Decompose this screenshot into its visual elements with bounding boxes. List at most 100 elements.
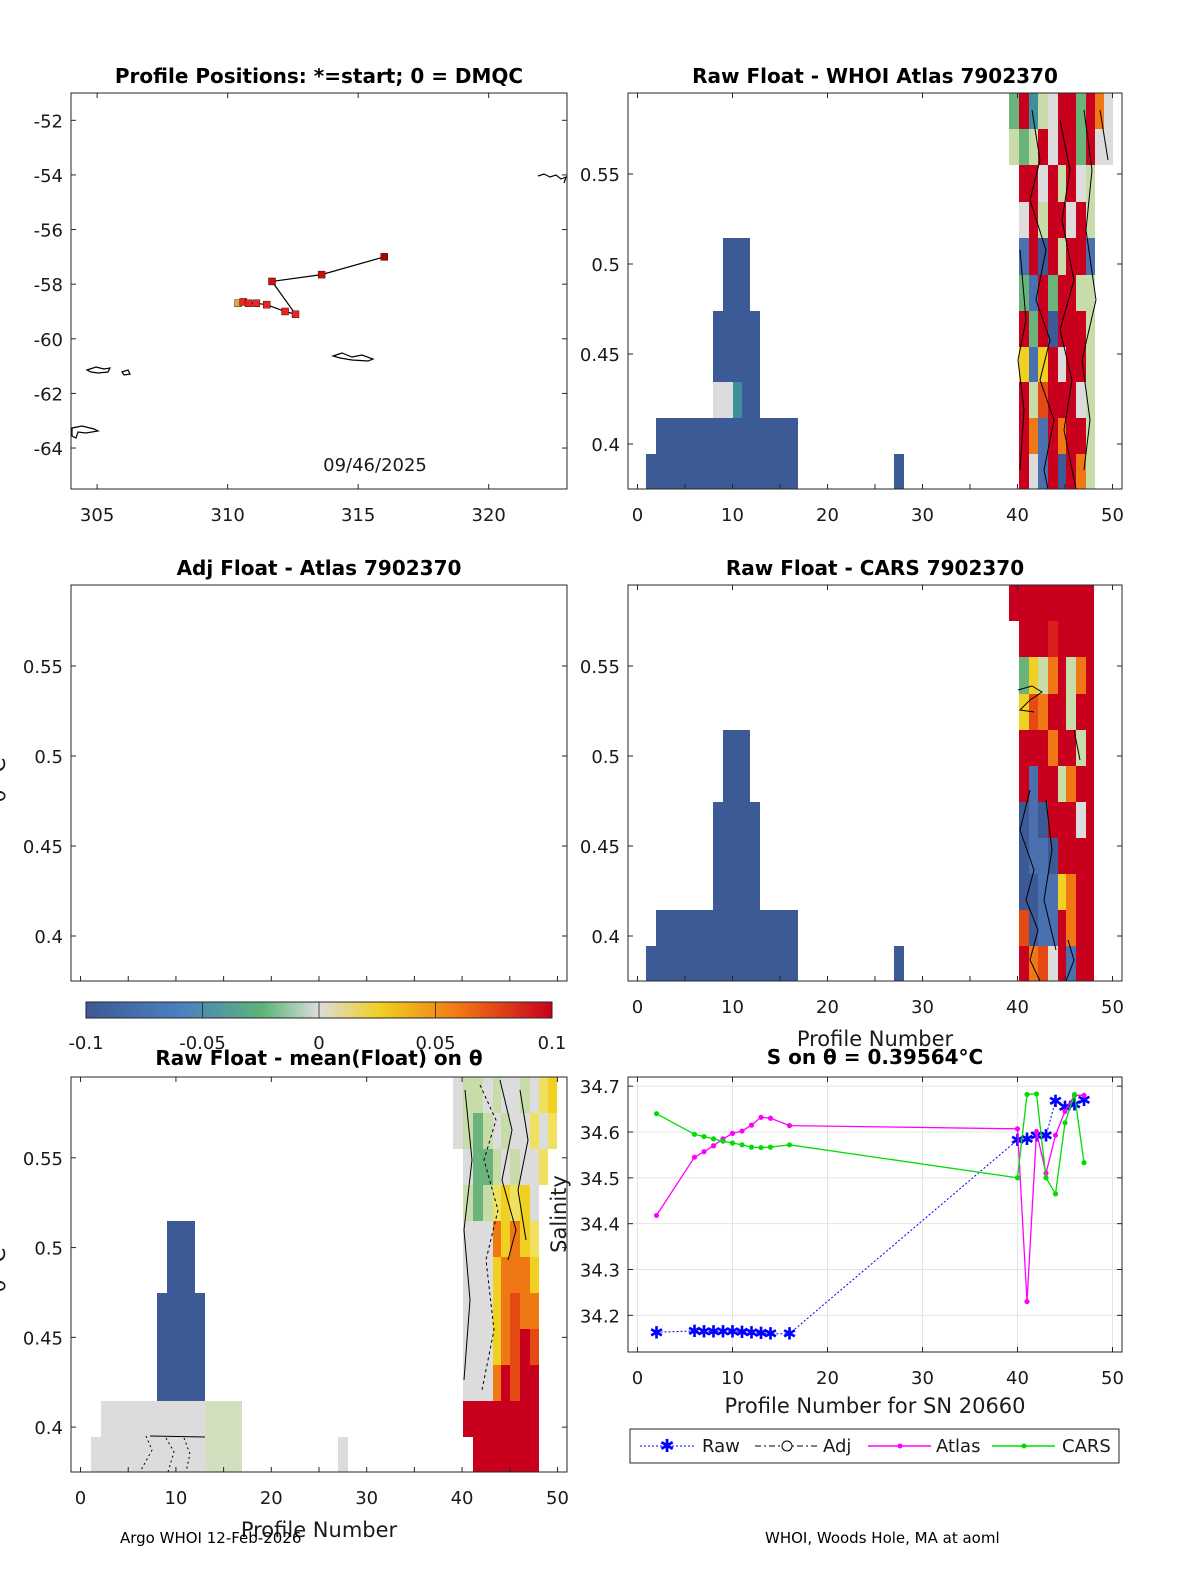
cell: [656, 418, 798, 454]
panel-atlas-adj: Adj Float - Atlas 7902370 0.4 0.45 0.5 0.55…: [0, 556, 568, 982]
cell: [1066, 946, 1076, 981]
legend-atlas-label: Atlas: [936, 1436, 980, 1457]
colorbar-tick-label: 0.05: [415, 1033, 455, 1054]
cell: [463, 1365, 473, 1401]
cell: [493, 1365, 501, 1401]
series-raw-marker: ✱: [697, 1322, 711, 1342]
cell: [1029, 657, 1038, 694]
y-tick-label: 0.5: [34, 1239, 63, 1260]
cell: [473, 1149, 483, 1185]
cell: [1066, 694, 1076, 730]
cell: [463, 1329, 473, 1365]
cell: [1076, 202, 1086, 238]
y-tick-label: 0.5: [34, 747, 63, 768]
series-atlas-marker: [1081, 1092, 1087, 1098]
cell: [1076, 946, 1086, 981]
cell: [1019, 657, 1029, 694]
y-tick-label: -54: [34, 166, 63, 187]
cell: [1029, 93, 1038, 129]
cell: [1038, 838, 1048, 874]
mean-raw-ylabel: θ °C: [0, 1248, 10, 1293]
series-cars-marker: [739, 1142, 745, 1148]
cell: [1076, 454, 1086, 489]
cell: [1048, 165, 1058, 202]
cell: [520, 1329, 530, 1365]
cell: [463, 1221, 473, 1257]
series-cars-marker: [1014, 1175, 1021, 1181]
salinity-legend: ✱ Raw Adj Atlas CARS: [629, 1428, 1120, 1464]
series-cars-marker: [710, 1136, 717, 1142]
cell: [1009, 93, 1019, 129]
cell: [1038, 766, 1048, 802]
cell: [1058, 730, 1066, 766]
panel-mean-raw: Raw Float - mean(Float) on θ: [0, 1046, 569, 1542]
x-tick-label: 40: [1006, 505, 1029, 526]
series-raw-marker: ✱: [1020, 1130, 1034, 1150]
profile-position-marker: [281, 307, 289, 316]
cell: [1066, 165, 1076, 202]
cell: [1038, 311, 1048, 347]
cell: [1019, 910, 1029, 946]
cell: [493, 1185, 501, 1221]
cell: [1048, 766, 1058, 802]
cell: [1066, 93, 1076, 129]
cell: [1058, 657, 1066, 694]
cell: [1019, 93, 1029, 129]
x-tick-label: 50: [1101, 505, 1124, 526]
x-tick-label: 0: [632, 505, 643, 526]
cell: [1076, 311, 1086, 347]
cell: [520, 1257, 530, 1293]
y-tick-label: 0.55: [580, 657, 620, 678]
cell: [493, 1257, 501, 1293]
cell: [1066, 730, 1076, 766]
mean-raw-xlabel: Profile Number: [241, 1518, 398, 1542]
x-tick-label: 10: [721, 1368, 744, 1389]
colorbar-ticks: -0.1 -0.05 0 0.05 0.1: [68, 1002, 566, 1054]
series-raw-marker: ✱: [754, 1324, 768, 1344]
dot-icon: [1021, 1443, 1027, 1449]
y-tick-label: -56: [34, 221, 63, 242]
cell: [338, 1437, 348, 1472]
cell: [1048, 910, 1058, 946]
cars-raw-ticks: 0 10 20 30 40 50 0.4 0.45 0.5 0.55: [580, 585, 1124, 1018]
profile-position-marker: [268, 277, 276, 286]
cell: [1048, 657, 1058, 694]
cell: [1086, 93, 1095, 129]
salinity-title: S on θ = 0.39564°C: [767, 1045, 984, 1069]
y-tick-label: -52: [34, 111, 63, 132]
cell: [1048, 347, 1058, 382]
cell: [1066, 838, 1076, 874]
series-atlas-marker: [710, 1143, 717, 1149]
panel-salinity: S on θ = 0.39564°C ✱ ✱✱✱✱✱✱✱✱✱ ✱✱✱✱✱✱✱✱✱ 0…: [547, 1045, 1124, 1464]
cell: [1029, 418, 1038, 454]
x-tick-label: 305: [80, 505, 114, 526]
series-cars-marker: [720, 1138, 726, 1144]
y-tick-label: -62: [34, 384, 63, 405]
cell: [1019, 418, 1029, 454]
map-ticks: 305 310 315 320 -52 -54 -56 -58 -60 -62 -64: [34, 93, 567, 526]
cell: [473, 1113, 483, 1149]
profile-position-marker: [252, 299, 261, 307]
x-tick-label: 0: [75, 1488, 86, 1509]
cell: [1048, 238, 1058, 275]
cell: [473, 1257, 483, 1293]
colorbar-tick-label: 0.1: [538, 1033, 567, 1054]
cell: [1058, 418, 1066, 454]
cell: [1058, 802, 1066, 838]
cell: [483, 1185, 493, 1221]
series-cars-marker: [758, 1144, 764, 1151]
cell: [510, 1365, 520, 1401]
series-atlas-marker: [1062, 1108, 1068, 1114]
cell: [530, 1077, 539, 1113]
cell: [723, 238, 750, 311]
salinity-axes-box: [627, 1076, 1123, 1353]
x-tick-label: 0: [632, 1368, 643, 1389]
cell: [1076, 418, 1086, 454]
y-tick-label: 0.55: [580, 165, 620, 186]
cell: [510, 1221, 520, 1257]
cell: [530, 1185, 539, 1221]
mean-raw-title: Raw Float - mean(Float) on θ: [155, 1046, 482, 1070]
cell: [1076, 165, 1086, 202]
cell: [1038, 93, 1048, 129]
cell: [1076, 382, 1086, 418]
